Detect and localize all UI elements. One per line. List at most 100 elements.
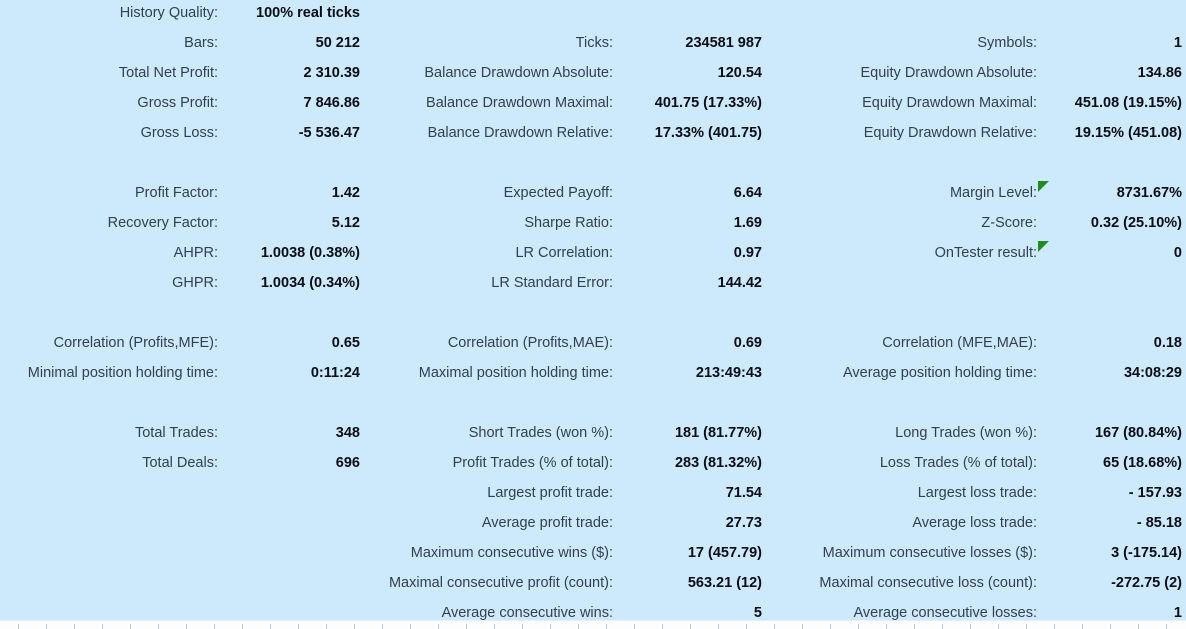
marker-slot: [218, 88, 225, 118]
marker-slot: [613, 568, 620, 598]
stat-label: Expected Payoff:: [503, 185, 613, 201]
stat-label: Short Trades (won %):: [468, 425, 613, 441]
marker-slot: [218, 358, 225, 388]
axis-tick: [382, 624, 383, 629]
axis-tick: [438, 624, 439, 629]
axis-tick: [130, 624, 131, 629]
marker-slot: [1037, 328, 1044, 358]
marker-slot: [613, 508, 620, 538]
axis-tick: [298, 624, 299, 629]
marker-slot: [613, 178, 620, 208]
stat-label: Correlation (MFE,MAE):: [882, 335, 1037, 351]
stat-value: 6.64: [733, 185, 762, 201]
axis-tick: [410, 624, 411, 629]
stat-cell: Equity Drawdown Absolute: 134.86: [792, 58, 1182, 88]
marker-slot: [1037, 118, 1044, 148]
stat-cell: Ticks: 234581 987: [366, 28, 762, 58]
marker-slot: [613, 28, 620, 58]
stat-label: Correlation (Profits,MAE):: [447, 335, 613, 351]
stat-cell: LR Standard Error: 144.42: [366, 268, 762, 298]
stat-cell: Loss Trades (% of total): 65 (18.68%): [792, 448, 1182, 478]
stat-value: 5: [753, 605, 762, 621]
axis-tick: [746, 624, 747, 629]
stat-value: 50 212: [315, 35, 360, 51]
stat-label: Symbols:: [977, 35, 1037, 51]
axis-tick: [326, 624, 327, 629]
axis-tick: [1082, 624, 1083, 629]
stat-cell: Sharpe Ratio: 1.69: [366, 208, 762, 238]
stat-label: Profit Factor:: [135, 185, 218, 201]
stat-value: 1.0034 (0.34%): [260, 275, 360, 291]
marker-slot: [613, 208, 620, 238]
stat-label: Average loss trade:: [912, 515, 1037, 531]
stat-cell: Profit Factor: 1.42: [0, 178, 360, 208]
stat-cell: Long Trades (won %): 167 (80.84%): [792, 418, 1182, 448]
axis-tick: [214, 624, 215, 629]
stat-value: 563.21 (12): [687, 575, 762, 591]
axis-tick: [18, 624, 19, 629]
stat-label: Average consecutive losses:: [853, 605, 1037, 621]
marker-slot: [613, 358, 620, 388]
stat-value: 0.69: [733, 335, 762, 351]
stat-cell: Average position holding time: 34:08:29: [792, 358, 1182, 388]
axis-tick: [578, 624, 579, 629]
stat-cell: History Quality: 100% real ticks: [0, 0, 360, 28]
stat-value: - 157.93: [1128, 485, 1182, 501]
stat-cell: Average consecutive wins: 5: [366, 598, 762, 628]
stat-label: History Quality:: [119, 5, 218, 21]
stat-value: 5.12: [331, 215, 360, 231]
marker-slot: [1037, 418, 1044, 448]
marker-slot: [1037, 58, 1044, 88]
marker-slot: [1037, 28, 1044, 58]
axis-tick: [718, 624, 719, 629]
stat-label: Equity Drawdown Maximal:: [862, 95, 1037, 111]
stat-value: 144.42: [717, 275, 762, 291]
marker-slot: [613, 328, 620, 358]
stat-cell: Total Trades: 348: [0, 418, 360, 448]
stat-label: Gross Profit:: [137, 95, 218, 111]
stat-value: 1.42: [331, 185, 360, 201]
stat-cell: Gross Profit: 7 846.86: [0, 88, 360, 118]
axis-tick: [774, 624, 775, 629]
stat-cell: AHPR: 1.0038 (0.38%): [0, 238, 360, 268]
axis-tick: [802, 624, 803, 629]
stat-value: 0.32 (25.10%): [1090, 215, 1182, 231]
stat-value: - 85.18: [1136, 515, 1182, 531]
tooltip-marker-icon: [1038, 241, 1049, 252]
stat-cell: Maximal consecutive loss (count): -272.7…: [792, 568, 1182, 598]
axis-tick: [886, 624, 887, 629]
stat-cell: LR Correlation: 0.97: [366, 238, 762, 268]
stat-label: Total Trades:: [134, 425, 218, 441]
marker-slot: [218, 0, 225, 28]
stat-value: 1: [1173, 35, 1182, 51]
stat-value: -272.75 (2): [1111, 575, 1182, 591]
stat-value: 3 (-175.14): [1111, 545, 1182, 561]
stat-label: LR Correlation:: [515, 245, 613, 261]
marker-slot: [613, 238, 620, 268]
axis-tick: [914, 624, 915, 629]
stat-cell: Expected Payoff: 6.64: [366, 178, 762, 208]
marker-slot: [613, 58, 620, 88]
stat-label: Bars:: [184, 35, 218, 51]
axis-tick: [270, 624, 271, 629]
stat-value: 0.65: [331, 335, 360, 351]
stat-cell: Maximal consecutive profit (count): 563.…: [366, 568, 762, 598]
marker-slot: [218, 178, 225, 208]
stat-label: Ticks:: [575, 35, 613, 51]
stat-value: 167 (80.84%): [1094, 425, 1182, 441]
stat-cell: GHPR: 1.0034 (0.34%): [0, 268, 360, 298]
stat-cell: Short Trades (won %): 181 (81.77%): [366, 418, 762, 448]
axis-tick: [158, 624, 159, 629]
stat-cell: Average profit trade: 27.73: [366, 508, 762, 538]
stat-value: 100% real ticks: [256, 5, 360, 21]
axis-tick: [494, 624, 495, 629]
stat-label: Gross Loss:: [140, 125, 218, 141]
stat-value: 2 310.39: [303, 65, 360, 81]
stat-value: 1.69: [733, 215, 762, 231]
marker-slot: [218, 328, 225, 358]
marker-slot: [1037, 88, 1044, 118]
stat-cell: Bars: 50 212: [0, 28, 360, 58]
stat-value: 0: [1173, 245, 1182, 261]
axis-tick: [354, 624, 355, 629]
marker-slot: [613, 268, 620, 298]
